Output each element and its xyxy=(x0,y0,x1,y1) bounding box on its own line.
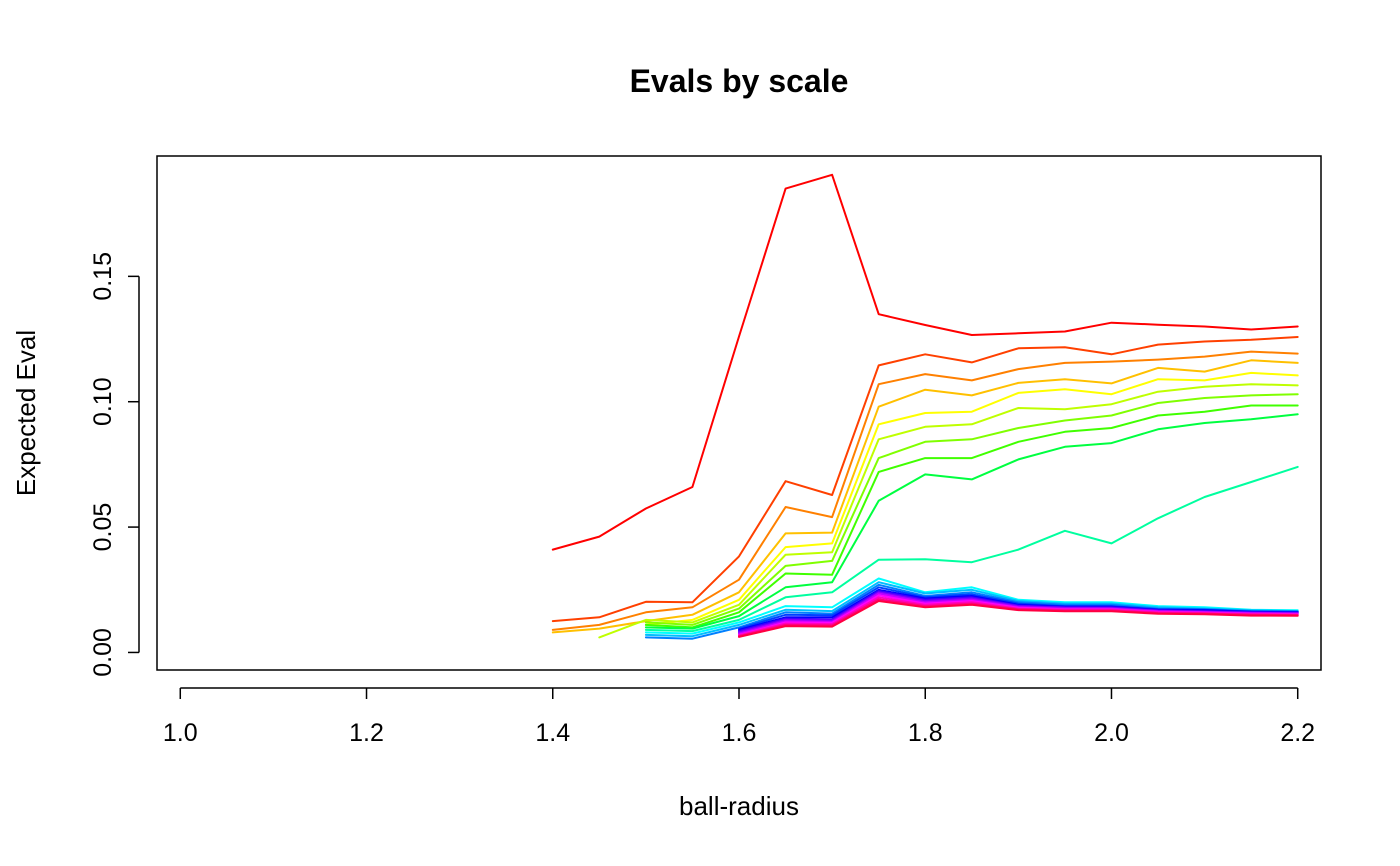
x-tick-label: 1.6 xyxy=(722,719,757,747)
chart-title: Evals by scale xyxy=(630,63,849,99)
series-line-10 xyxy=(644,465,1299,633)
series-line-8 xyxy=(644,404,1299,629)
x-tick-label: 1.2 xyxy=(349,719,384,747)
y-tick-label: 0.15 xyxy=(89,252,117,301)
series-line-2 xyxy=(551,336,1299,623)
series-layer xyxy=(551,173,1299,640)
series-line-7 xyxy=(644,393,1299,626)
series-line-9 xyxy=(644,413,1299,630)
y-tick-label: 0.00 xyxy=(89,628,117,677)
y-tick-label: 0.10 xyxy=(89,377,117,426)
series-line-4 xyxy=(551,359,1299,634)
series-line-6 xyxy=(598,383,1299,639)
y-axis: 0.00 0.05 0.10 0.15 xyxy=(89,252,140,677)
series-line-22 xyxy=(738,600,1299,638)
x-axis: 1.0 1.2 1.4 1.6 1.8 2.0 2.2 xyxy=(163,687,1315,747)
x-tick-label: 2.0 xyxy=(1094,719,1129,747)
x-tick-label: 1.0 xyxy=(163,719,198,747)
y-tick-label: 0.05 xyxy=(89,503,117,552)
plot-frame xyxy=(156,155,1322,671)
series-line-1 xyxy=(551,173,1299,551)
x-axis-label: ball-radius xyxy=(679,791,799,821)
series-line-3 xyxy=(551,350,1299,631)
y-axis-label: Expected Eval xyxy=(11,330,41,496)
x-tick-label: 1.8 xyxy=(908,719,943,747)
series-line-5 xyxy=(644,371,1299,626)
x-tick-label: 2.2 xyxy=(1280,719,1315,747)
x-tick-label: 1.4 xyxy=(535,719,570,747)
series-line-11 xyxy=(644,577,1299,635)
